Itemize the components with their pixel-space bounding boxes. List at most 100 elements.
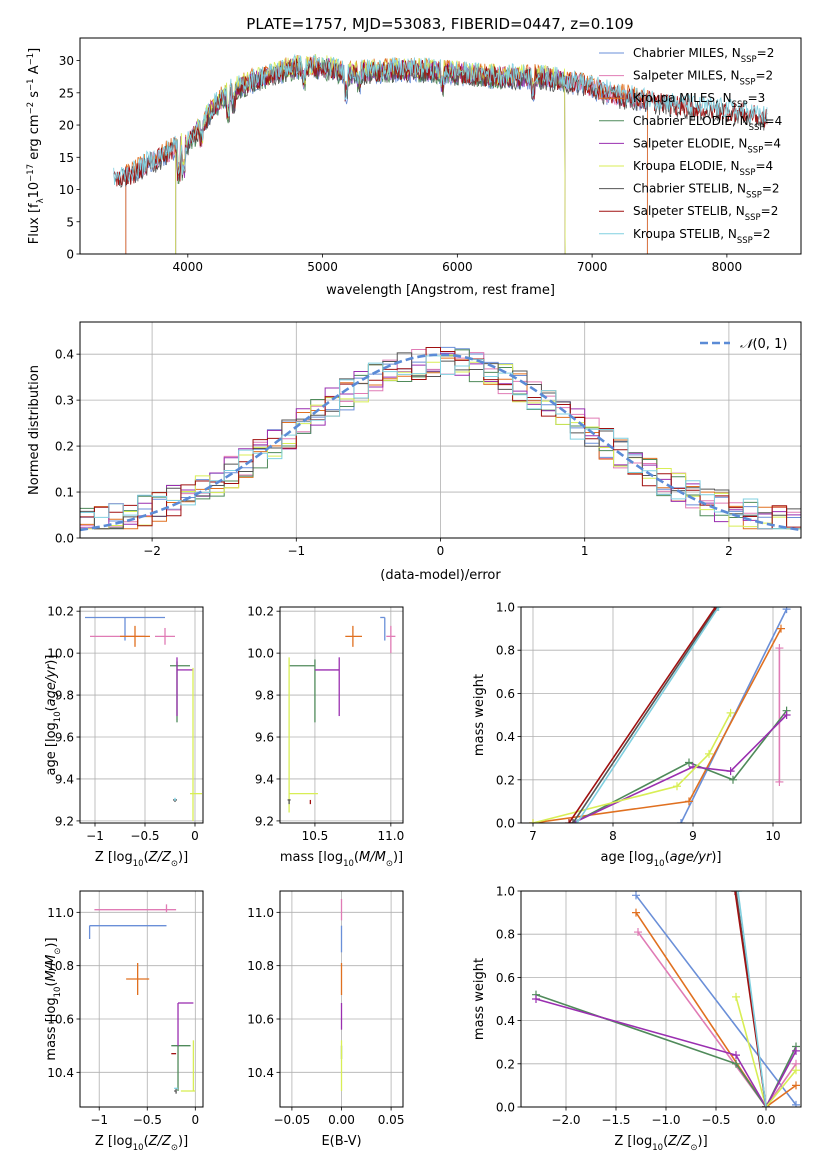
- text-span: SSP: [747, 145, 763, 155]
- weight-marker: [685, 797, 693, 806]
- y-tick-label: 0.2: [496, 1057, 515, 1071]
- weight-marker: [673, 782, 681, 791]
- axes-weight_vs_Z: −2.0 −1.5 −1.0 −0.5 0.0 0.0 0.2 0.4 0.6 0.8 1.0 Z […: [472, 885, 802, 1153]
- text-span: SSP: [746, 191, 762, 201]
- text-span: Salpeter STELIB, N: [633, 204, 745, 218]
- weight-marker: [777, 624, 785, 633]
- x-tick-label: −1: [90, 1113, 108, 1127]
- weight-line: [535, 993, 797, 1107]
- weight-marker: [732, 1051, 740, 1060]
- weight-marker: [565, 819, 573, 823]
- axes-frame: [79, 606, 204, 824]
- text-span: ⊙: [386, 859, 393, 869]
- y-tick-label: 10.4: [47, 1066, 74, 1080]
- errorbar-point: [171, 1045, 191, 1091]
- legend-entry: Chabrier MILES, NSSP=2: [633, 46, 774, 65]
- text-span: SSP: [737, 236, 753, 246]
- text-span: ]: [27, 48, 42, 53]
- legend-entry: Kroupa STELIB, NSSP=2: [633, 227, 771, 246]
- text-span: (: [665, 850, 670, 865]
- text-span: 10: [53, 987, 63, 998]
- axes-spectrum: 4000 5000 6000 7000 8000 0 5 10 15 20 25 30 waveleng…: [26, 37, 802, 298]
- y-tick-label: 9.8: [255, 689, 274, 703]
- text-span: 10: [27, 182, 42, 199]
- y-tick-label: 0.3: [55, 394, 74, 408]
- legend-entry: Chabrier ELODIE, NSSP=4: [633, 114, 782, 133]
- plot-area: [287, 616, 396, 813]
- errorbar-point: [170, 661, 190, 723]
- legend-entry: Salpeter STELIB, NSSP=2: [633, 204, 778, 223]
- weight-marker: [734, 891, 742, 895]
- x-tick-label: 0: [191, 829, 199, 843]
- y-tick-label: 10.0: [47, 647, 74, 661]
- text-span: Z [log: [95, 1134, 133, 1149]
- weight-marker: [632, 908, 640, 917]
- text-span: age [log: [44, 722, 59, 775]
- x-tick-label: −0.5: [701, 1113, 730, 1127]
- y-tick-label: 10: [59, 183, 74, 197]
- x-axis-label: mass [log10(M/M⊙)]: [280, 850, 403, 869]
- y-tick-label: 5: [66, 215, 74, 229]
- text-span: =2: [757, 46, 775, 60]
- y-axis-label: mass [log10(M/M⊙)]: [44, 937, 63, 1060]
- weight-marker: [732, 1059, 740, 1068]
- text-span: λ: [36, 198, 46, 203]
- x-axis-label: E(B-V): [321, 1134, 361, 1149]
- weight-marker: [726, 708, 735, 717]
- x-axis-label: wavelength [Angstrom, rest frame]: [326, 283, 555, 298]
- x-tick-label: 11.0: [377, 829, 404, 843]
- text-span: Chabrier STELIB, N: [633, 182, 746, 196]
- weight-marker: [532, 995, 540, 1003]
- plot-area: [532, 891, 800, 1107]
- y-axis-label: Normed distribution: [27, 365, 42, 495]
- y-tick-label: 9.4: [255, 772, 274, 786]
- x-tick-label: 7: [529, 829, 537, 843]
- weight-marker: [775, 777, 784, 786]
- y-tick-label: 9.2: [255, 814, 274, 828]
- weight-marker: [792, 1081, 800, 1090]
- text-span: (: [44, 981, 59, 986]
- text-span: (: [144, 1134, 149, 1149]
- text-span: mass [log: [44, 997, 59, 1060]
- x-tick-label: 4000: [173, 260, 204, 274]
- x-tick-label: −1.0: [651, 1113, 680, 1127]
- text-span: SSP: [745, 213, 761, 223]
- x-axis-label: Z [log10(Z/Z⊙)]: [614, 1134, 707, 1153]
- axes-frame: [520, 890, 802, 1108]
- weight-marker: [732, 992, 740, 1001]
- text-span: )]: [178, 850, 188, 865]
- legend-entry: Chabrier STELIB, NSSP=2: [633, 182, 780, 201]
- errorbar-point: [176, 657, 193, 717]
- text-span: )]: [711, 850, 721, 865]
- text-span: 10: [343, 859, 354, 869]
- y-tick-label: 10.0: [247, 647, 274, 661]
- errorbar-point: [120, 625, 150, 647]
- weight-marker: [677, 819, 685, 823]
- spectrum-s_elodie: [175, 56, 566, 254]
- weight-line: [572, 607, 718, 823]
- weight-marker: [775, 644, 784, 653]
- text-span: Z/Z: [148, 1134, 172, 1149]
- x-tick-label: 8: [609, 829, 617, 843]
- text-span: SSP: [740, 78, 756, 88]
- x-tick-label: −1.5: [601, 1113, 630, 1127]
- text-span: age/yr: [670, 850, 713, 865]
- weight-marker: [792, 1066, 800, 1075]
- x-axis-label: Z [log10(Z/Z⊙)]: [95, 850, 188, 869]
- x-tick-label: 9: [689, 829, 697, 843]
- x-tick-label: −2.0: [551, 1113, 580, 1127]
- x-tick-label: 0.00: [328, 1113, 355, 1127]
- text-span: =2: [753, 227, 771, 241]
- legend: 𝒩(0, 1): [700, 337, 787, 352]
- x-tick-label: −0.05: [274, 1113, 311, 1127]
- y-axis-label: Flux [fλ10−17 erg cm−2 s−1 A−1]: [26, 48, 46, 244]
- axes-mass_vs_EBV: −0.05 0.00 0.05 10.4 10.6 10.8 11.0 E(B-V): [247, 890, 404, 1149]
- text-span: (0, 1): [752, 337, 787, 352]
- x-tick-label: 8000: [712, 260, 743, 274]
- y-axis-label: age [log10(age/yr)]: [44, 655, 63, 776]
- errorbar-point: [380, 616, 386, 641]
- text-span: =4: [763, 136, 781, 150]
- y-tick-label: 9.8: [55, 689, 74, 703]
- text-span: mass [log: [280, 850, 343, 865]
- y-tick-label: 0.2: [55, 440, 74, 454]
